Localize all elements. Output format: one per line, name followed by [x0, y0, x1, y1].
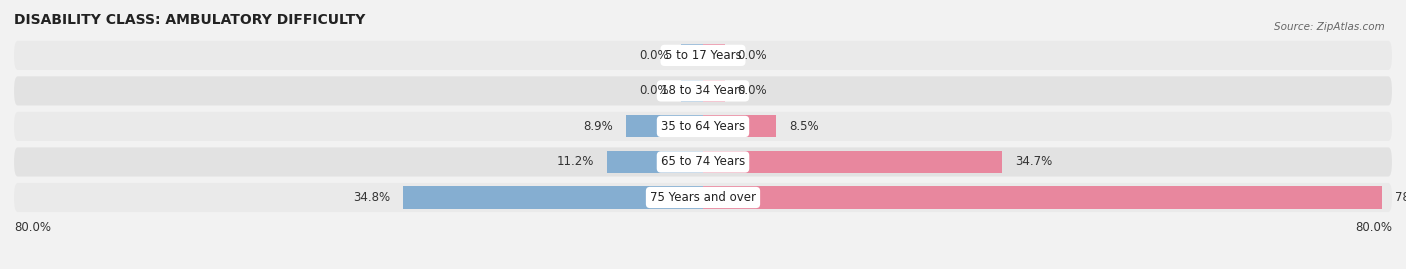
Text: 80.0%: 80.0% [14, 221, 51, 233]
FancyBboxPatch shape [14, 41, 1392, 70]
Text: 5 to 17 Years: 5 to 17 Years [665, 49, 741, 62]
FancyBboxPatch shape [14, 76, 1392, 105]
Bar [703, 151, 1002, 173]
Bar [626, 115, 703, 137]
Text: 34.7%: 34.7% [1015, 155, 1052, 168]
Text: 11.2%: 11.2% [557, 155, 593, 168]
Bar [703, 80, 724, 102]
FancyBboxPatch shape [14, 183, 1392, 212]
Text: 65 to 74 Years: 65 to 74 Years [661, 155, 745, 168]
Text: Source: ZipAtlas.com: Source: ZipAtlas.com [1274, 22, 1385, 31]
Bar [682, 80, 703, 102]
Bar [703, 115, 776, 137]
Bar [404, 186, 703, 208]
Bar [606, 151, 703, 173]
Text: 18 to 34 Years: 18 to 34 Years [661, 84, 745, 97]
FancyBboxPatch shape [14, 112, 1392, 141]
Bar [703, 186, 1382, 208]
Text: 0.0%: 0.0% [738, 49, 768, 62]
Text: DISABILITY CLASS: AMBULATORY DIFFICULTY: DISABILITY CLASS: AMBULATORY DIFFICULTY [14, 13, 366, 27]
Text: 0.0%: 0.0% [638, 84, 669, 97]
Text: 75 Years and over: 75 Years and over [650, 191, 756, 204]
Text: 8.9%: 8.9% [583, 120, 613, 133]
Text: 8.5%: 8.5% [789, 120, 818, 133]
Bar [682, 44, 703, 66]
Text: 78.8%: 78.8% [1395, 191, 1406, 204]
Text: 0.0%: 0.0% [738, 84, 768, 97]
Text: 0.0%: 0.0% [638, 49, 669, 62]
Text: 34.8%: 34.8% [353, 191, 391, 204]
Text: 35 to 64 Years: 35 to 64 Years [661, 120, 745, 133]
Text: 80.0%: 80.0% [1355, 221, 1392, 233]
FancyBboxPatch shape [14, 147, 1392, 176]
Bar [703, 44, 724, 66]
